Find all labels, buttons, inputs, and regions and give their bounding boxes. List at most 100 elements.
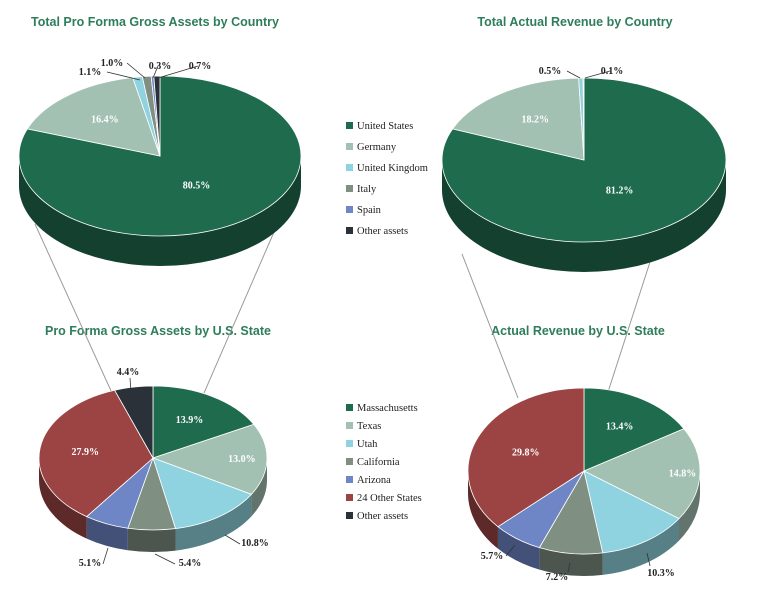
- data-label-arizona: 5.1%: [79, 558, 102, 569]
- leader-line-united-kingdom: [566, 70, 581, 79]
- pie-assets-by-country: 80.5% 16.4% 1.1%1.0% 0.3% 0.7%: [18, 58, 302, 266]
- legend-item-italy: Italy: [346, 184, 377, 195]
- data-label-united-states: 80.5%: [183, 180, 211, 191]
- legend-state: Massachusetts Texas Utah California Arizona 2…: [346, 403, 422, 522]
- pie-side-walls: [39, 458, 267, 552]
- connector-line: [607, 261, 651, 393]
- data-label-24-other-states: 27.9%: [72, 447, 100, 458]
- data-label-spain: 0.3%: [149, 61, 172, 72]
- legend-label: Germany: [357, 142, 397, 153]
- legend-label: Italy: [357, 184, 377, 195]
- slice-side-california: [127, 528, 176, 552]
- slice-massachusetts: [583, 387, 685, 472]
- legend-label: California: [357, 457, 400, 468]
- slice-side-texas: [251, 458, 267, 517]
- legend-swatch: [346, 185, 353, 192]
- legend-label: 24 Other States: [357, 493, 422, 504]
- connector-line: [34, 223, 113, 394]
- slice-side-arizona: [497, 526, 540, 570]
- legend-item-germany: Germany: [346, 142, 397, 153]
- leader-line-spain: [152, 65, 159, 79]
- leader-line-other-assets: [584, 70, 611, 79]
- connector-line: [461, 253, 519, 399]
- slice-24-other-states: [38, 389, 154, 518]
- legend-item-massachusetts: Massachusetts: [346, 403, 418, 414]
- legend-item-california: California: [346, 457, 400, 468]
- leader-line-utah: [224, 534, 241, 545]
- legend-swatch: [346, 164, 353, 171]
- data-label-utah: 10.8%: [241, 538, 269, 549]
- pie-side-walls: [19, 156, 301, 266]
- chart-title-revenue-by-country: Total Actual Revenue by Country: [477, 15, 672, 29]
- slice-germany: [451, 77, 585, 161]
- legend-country: United States Germany United Kingdom Italy S…: [346, 121, 428, 237]
- legend-item-other-assets: Other assets: [346, 226, 408, 237]
- data-label-texas: 13.0%: [228, 454, 256, 465]
- data-label-united-kingdom: 0.5%: [539, 66, 562, 77]
- slice-24-other-states: [467, 387, 585, 528]
- legend-swatch: [346, 512, 353, 519]
- data-label-texas: 14.8%: [669, 469, 697, 480]
- data-label-other-assets: 4.4%: [117, 367, 140, 378]
- legend-swatch: [346, 122, 353, 129]
- leader-line-california: [567, 562, 571, 573]
- legend-label: United Kingdom: [357, 163, 428, 174]
- legend-swatch: [346, 404, 353, 411]
- data-label-massachusetts: 13.9%: [176, 415, 204, 426]
- slice-united-states: [18, 75, 302, 237]
- legend-item-arizona: Arizona: [346, 475, 391, 486]
- pie-side-walls: [468, 471, 700, 577]
- leader-line-california: [154, 553, 176, 565]
- legend-item-24-other-states: 24 Other States: [346, 493, 422, 504]
- legend-swatch: [346, 494, 353, 501]
- data-label-massachusetts: 13.4%: [606, 421, 634, 432]
- legend-label: Other assets: [357, 226, 408, 237]
- slice-texas: [583, 428, 701, 520]
- data-label-utah: 10.3%: [647, 568, 675, 579]
- legend-swatch: [346, 422, 353, 429]
- leader-line-utah: [646, 552, 651, 567]
- legend-swatch: [346, 476, 353, 483]
- leader-line-italy: [126, 62, 146, 79]
- legend-swatch: [346, 206, 353, 213]
- leader-line-arizona: [102, 547, 109, 565]
- slice-other-assets: [114, 385, 154, 460]
- legend-label: Arizona: [357, 475, 391, 486]
- chart-title-assets-by-state: Pro Forma Gross Assets by U.S. State: [45, 324, 271, 338]
- data-label-united-kingdom: 1.1%: [79, 67, 102, 78]
- pie-revenue-by-state: 13.4% 14.8% 10.3% 7.2% 5.7% 29.8%: [467, 387, 701, 583]
- legend-item-texas: Texas: [346, 421, 381, 432]
- legend-swatch: [346, 227, 353, 234]
- slice-side-utah: [602, 518, 679, 575]
- data-label-germany: 16.4%: [91, 115, 119, 126]
- slice-side-utah: [175, 494, 252, 551]
- chart-title-revenue-by-state: Actual Revenue by U.S. State: [491, 324, 665, 338]
- slice-massachusetts: [152, 385, 255, 459]
- data-label-other-assets: 0.1%: [601, 66, 624, 77]
- legend-label: Spain: [357, 205, 382, 216]
- slice-side-united-states: [442, 160, 726, 272]
- data-label-california: 7.2%: [546, 572, 569, 583]
- data-label-other-assets: 0.7%: [189, 61, 212, 72]
- data-label-italy: 1.0%: [101, 58, 124, 69]
- data-label-24-other-states: 29.8%: [512, 447, 540, 458]
- leader-line-other-assets: [157, 65, 199, 79]
- slice-side-24-other-states: [468, 471, 498, 549]
- leader-line-united-kingdom: [106, 71, 141, 81]
- data-label-california: 5.4%: [179, 558, 202, 569]
- pie-side-walls: [442, 160, 726, 272]
- pie-revenue-by-country: 81.2% 18.2% 0.5% 0.1%: [441, 66, 727, 272]
- legend-label: Utah: [357, 439, 378, 450]
- leader-line-arizona: [505, 544, 516, 557]
- legend-swatch: [346, 143, 353, 150]
- legend-item-united-states: United States: [346, 121, 413, 132]
- pie-assets-by-state: 13.9% 13.0% 10.8% 5.4% 5.1% 27.9% 4.4%: [38, 367, 269, 569]
- slice-side-united-states: [19, 156, 301, 266]
- legend-label: United States: [357, 121, 413, 132]
- legend-item-utah: Utah: [346, 439, 378, 450]
- legend-item-spain: Spain: [346, 205, 382, 216]
- legend-item-united-kingdom: United Kingdom: [346, 163, 428, 174]
- connector-lines: [34, 223, 651, 399]
- slice-texas: [151, 423, 268, 495]
